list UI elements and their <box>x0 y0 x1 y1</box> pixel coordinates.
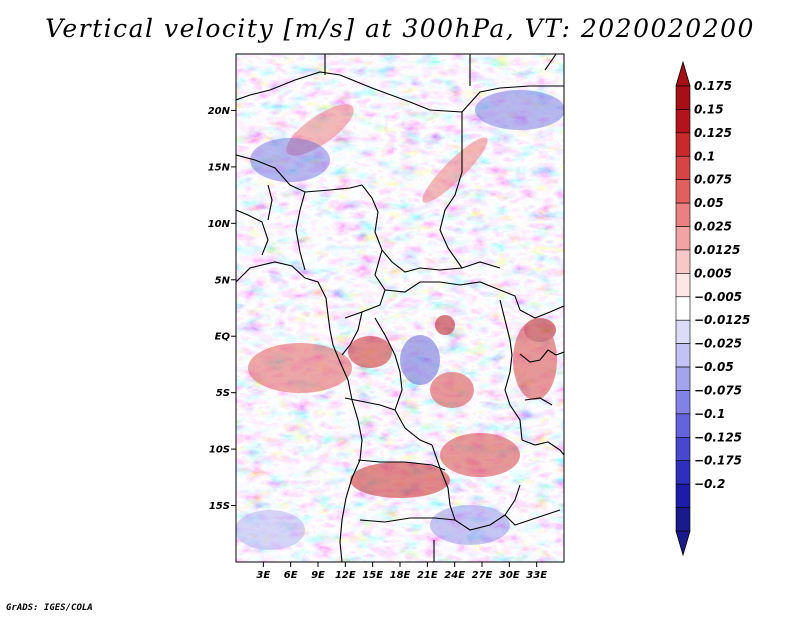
lat-tick-label: 20N <box>208 106 231 117</box>
lat-tick-label: 5S <box>216 388 230 399</box>
lon-tick-label: 18E <box>390 570 411 581</box>
colorbar-swatch <box>675 413 691 438</box>
colorbar-swatch <box>675 343 691 368</box>
colorbar-label: 0.025 <box>694 220 732 234</box>
red-anomaly-regions <box>248 104 557 498</box>
colorbar-label: 0.005 <box>694 266 732 280</box>
lon-tick-label: 3E <box>256 570 270 581</box>
colorbar-label: −0.005 <box>694 290 742 304</box>
lon-tick-label: 21E <box>417 570 438 581</box>
chart-title: Vertical velocity [m/s] at 300hPa, VT: 2… <box>45 14 755 43</box>
colorbar-swatch <box>675 85 691 110</box>
colorbar-label: 0.15 <box>694 102 724 116</box>
colorbar-label: 0.0125 <box>694 243 740 257</box>
colorbar: 0.175 0.15 0.125 0.1 0.075 0.05 0.025 0.0125 0.0… <box>675 60 750 557</box>
colorbar-label: −0.125 <box>694 430 742 444</box>
colorbar-label: −0.025 <box>694 337 742 351</box>
lon-tick-label: 9E <box>311 570 325 581</box>
colorbar-label: 0.05 <box>694 196 724 210</box>
colorbar-swatch <box>675 437 691 462</box>
velocity-field <box>236 54 564 562</box>
colorbar-top-triangle <box>675 60 691 87</box>
blue-anomaly-regions <box>236 90 564 550</box>
lat-tick-label: 10N <box>208 219 231 230</box>
colorbar-swatch <box>675 202 691 227</box>
longitude-axis: 3E 6E 9E 12E 15E 18E 21E 24E 27E 30E 33E <box>256 562 547 581</box>
colorbar-swatch <box>675 390 691 415</box>
colorbar-swatch <box>675 483 691 508</box>
colorbar-swatch <box>675 319 691 344</box>
colorbar-swatch <box>675 226 691 251</box>
colorbar-bottom-triangle <box>675 530 691 557</box>
colorbar-label: −0.1 <box>694 407 725 421</box>
colorbar-swatch <box>675 132 691 157</box>
colorbar-swatch <box>675 179 691 204</box>
colorbar-swatch <box>675 507 691 532</box>
colorbar-swatch <box>675 296 691 321</box>
lat-tick-label: 10S <box>209 445 230 456</box>
colorbar-label: 0.175 <box>694 79 732 93</box>
lon-tick-label: 27E <box>472 570 493 581</box>
lat-tick-label: 15N <box>208 162 231 173</box>
colorbar-label: 0.075 <box>694 173 732 187</box>
lat-tick-label: 15S <box>209 501 230 512</box>
colorbar-label: −0.075 <box>694 383 742 397</box>
colorbar-swatch <box>675 366 691 391</box>
colorbar-label: −0.0125 <box>694 313 750 327</box>
colorbar-swatch <box>675 249 691 274</box>
lon-tick-label: 30E <box>499 570 520 581</box>
lon-tick-label: 24E <box>444 570 465 581</box>
lat-tick-label: EQ <box>215 332 231 343</box>
colorbar-swatch <box>675 460 691 485</box>
colorbar-label: −0.2 <box>694 477 725 491</box>
lon-tick-label: 15E <box>362 570 383 581</box>
lon-tick-label: 6E <box>284 570 298 581</box>
country-borders <box>236 54 564 562</box>
colorbar-swatch <box>675 155 691 180</box>
colorbar-swatch <box>675 273 691 298</box>
lat-tick-label: 5N <box>215 275 231 286</box>
grads-credit: GrADS: IGES/COLA <box>6 603 93 613</box>
lon-tick-label: 33E <box>526 570 547 581</box>
colorbar-label: 0.1 <box>694 149 715 163</box>
colorbar-label: −0.175 <box>694 454 742 468</box>
latitude-axis: 20N 15N 10N 5N EQ 5S 10S 15S <box>208 106 236 512</box>
colorbar-label: −0.05 <box>694 360 734 374</box>
colorbar-label: 0.125 <box>694 126 732 140</box>
lon-tick-label: 12E <box>335 570 356 581</box>
colorbar-swatch <box>675 109 691 134</box>
